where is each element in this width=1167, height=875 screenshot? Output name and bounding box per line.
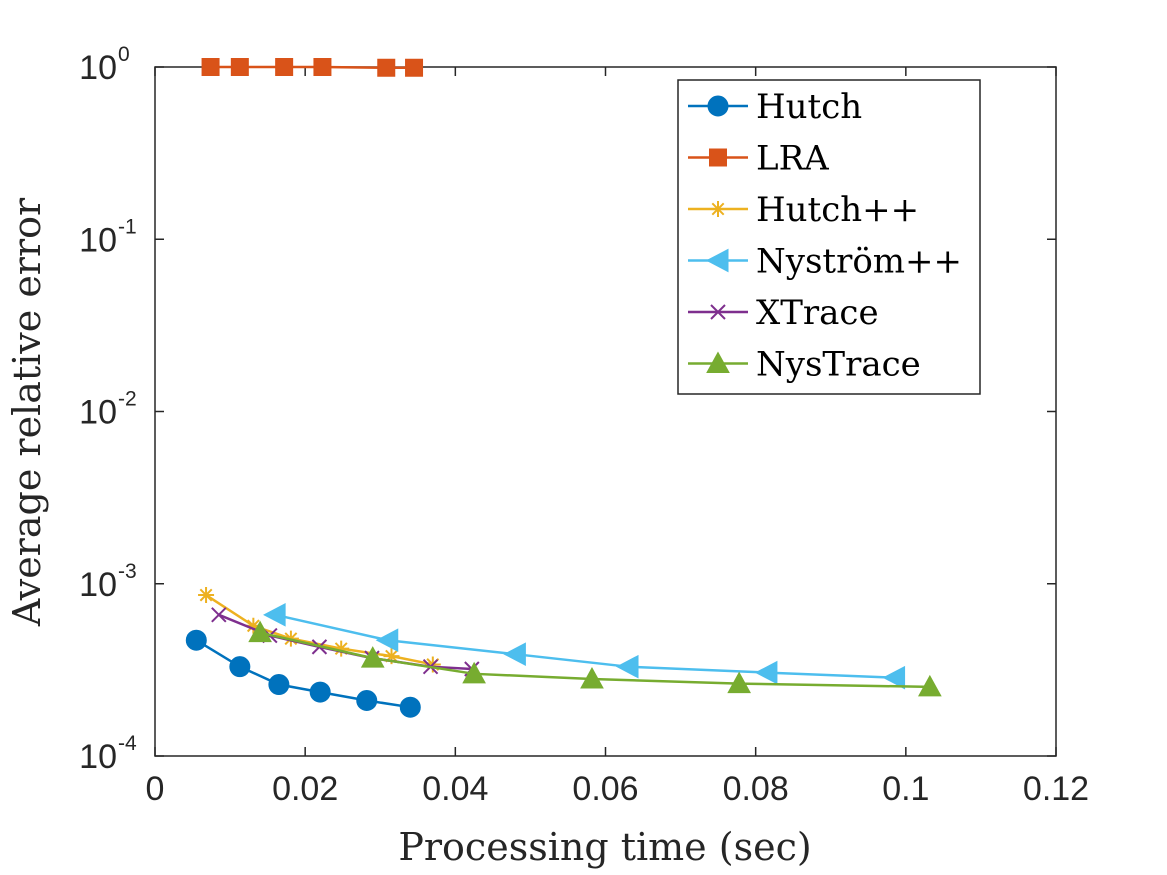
data-point-lra xyxy=(201,58,220,76)
x-tick-label: 0.1 xyxy=(882,770,929,808)
y-tick-label-exponent: -3 xyxy=(118,560,137,583)
data-point-lra xyxy=(230,58,249,76)
data-point-lra xyxy=(275,58,294,76)
legend-swatch-marker xyxy=(709,148,727,167)
x-tick-label: 0.04 xyxy=(422,770,488,808)
y-tick-label-base: 10 xyxy=(79,394,117,432)
series-lra xyxy=(201,58,424,77)
series-line-nystr-m xyxy=(274,613,895,679)
x-tick-label: 0.08 xyxy=(723,770,789,808)
y-tick-label: 10 -3 xyxy=(79,560,137,604)
data-point-hutch xyxy=(333,640,350,657)
y-tick-label-exponent: -2 xyxy=(118,388,137,411)
y-tick-label-exponent: -1 xyxy=(118,215,137,238)
legend-swatch-marker xyxy=(707,95,729,117)
legend-entry-nystr-m: Nyström++ xyxy=(688,242,962,282)
data-point-lra xyxy=(313,58,332,76)
series-nystr-m xyxy=(263,603,906,690)
data-point-lra xyxy=(377,58,396,77)
legend-label: Hutch xyxy=(756,87,862,127)
data-point-nystrace xyxy=(727,671,751,694)
y-tick-label-base: 10 xyxy=(79,738,117,776)
x-tick-labels: 0 0.02 0.04 0.06 0.08 0.1 0.12 xyxy=(146,770,1090,808)
data-point-hutch xyxy=(229,656,251,678)
data-point-hutch xyxy=(198,587,215,604)
series-layer xyxy=(185,58,942,718)
y-tick-label-exponent: 0 xyxy=(118,43,130,66)
legend-entry-lra: LRA xyxy=(688,139,829,179)
y-tick-label: 10 0 xyxy=(79,43,130,87)
x-axis-title: Processing time (sec) xyxy=(398,825,811,869)
legend: Hutch LRA Hutch++ Nyström++ XTrace NysTrace xyxy=(677,79,981,395)
y-axis-title: Average relative error xyxy=(5,197,49,627)
data-point-nystrace xyxy=(462,661,486,684)
data-point-nystr-m xyxy=(503,642,526,667)
y-tick-label-base: 10 xyxy=(79,49,117,87)
data-point-nystr-m xyxy=(754,660,778,685)
legend-label: NysTrace xyxy=(756,345,921,385)
data-point-nystr-m xyxy=(882,665,906,690)
series-nystrace xyxy=(248,620,942,697)
x-tick-label: 0.06 xyxy=(572,770,638,808)
legend-label: Nyström++ xyxy=(756,242,962,282)
data-point-hutch xyxy=(399,696,421,718)
data-point-hutch xyxy=(245,617,262,634)
legend-box xyxy=(677,79,981,395)
y-tick-label: 10 -4 xyxy=(79,732,137,776)
legend-label: Hutch++ xyxy=(756,190,919,230)
data-point-hutch xyxy=(383,648,400,665)
data-point-hutch xyxy=(356,689,378,711)
legend-swatch-marker xyxy=(706,351,730,373)
x-tick-label: 0.12 xyxy=(1023,770,1089,808)
data-point-nystrace xyxy=(918,674,942,697)
legend-label: LRA xyxy=(756,139,829,179)
data-point-hutch xyxy=(309,681,331,703)
data-point-nystrace xyxy=(248,620,272,643)
data-point-nystr-m xyxy=(615,654,639,679)
legend-label: XTrace xyxy=(756,293,879,333)
data-point-xtrace xyxy=(211,607,227,623)
legend-entry-hutch: Hutch xyxy=(688,87,862,127)
data-point-lra xyxy=(405,58,424,77)
x-tick-label: 0.02 xyxy=(272,770,338,808)
legend-entry-nystrace: NysTrace xyxy=(688,345,921,385)
y-tick-label: 10 -1 xyxy=(79,215,137,259)
legend-entry-hutch: Hutch++ xyxy=(688,190,919,230)
series-hutch xyxy=(185,629,421,718)
y-tick-label-exponent: -4 xyxy=(118,732,137,755)
data-point-nystrace xyxy=(580,666,604,689)
y-tick-label: 10 -2 xyxy=(79,388,137,432)
data-point-hutch xyxy=(185,629,207,651)
series-line-nystrace xyxy=(259,631,930,689)
legend-swatch-marker xyxy=(710,201,726,217)
legend-swatch-marker xyxy=(710,304,726,320)
x-tick-label: 0 xyxy=(146,770,165,808)
legend-swatch-marker xyxy=(705,248,729,273)
y-tick-label-base: 10 xyxy=(79,221,117,259)
legend-entry-xtrace: XTrace xyxy=(688,293,879,333)
data-point-nystr-m xyxy=(263,603,286,627)
data-point-nystr-m xyxy=(375,628,399,653)
y-tick-label-base: 10 xyxy=(79,566,117,604)
data-point-nystrace xyxy=(360,646,385,668)
axis-ticks xyxy=(154,66,1057,757)
data-point-hutch xyxy=(268,674,290,696)
